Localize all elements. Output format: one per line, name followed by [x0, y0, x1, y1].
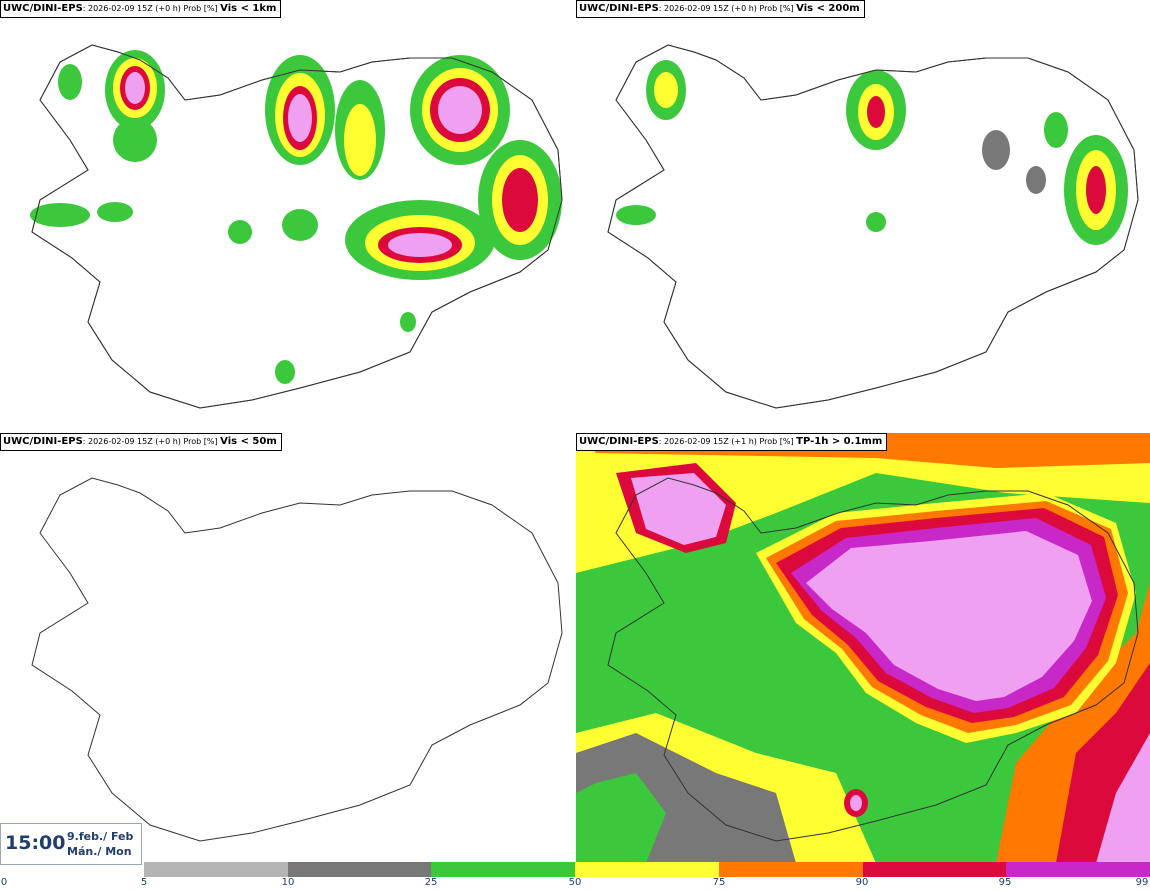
legend-ticks: 0 5 10 25 50 75 90 95 99 — [0, 877, 1150, 891]
map-panel-vis-200m: UWC/DINI-EPS: 2026-02-09 15Z (+0 h) Prob… — [576, 0, 1150, 430]
map-panel-vis-1km: UWC/DINI-EPS: 2026-02-09 15Z (+0 h) Prob… — [0, 0, 574, 430]
map-vis-50m — [31, 477, 563, 842]
legend-segment — [431, 862, 576, 877]
legend-tick: 5 — [140, 877, 148, 888]
map-tp1h — [576, 433, 1150, 863]
legend-tick: 10 — [281, 877, 295, 888]
legend-tick: 75 — [712, 877, 726, 888]
legend-tick: 99 — [1135, 877, 1149, 888]
legend-segment — [144, 862, 288, 877]
panel-title: UWC/DINI-EPS: 2026-02-09 15Z (+1 h) Prob… — [576, 433, 888, 451]
valid-weekday: Mán./ Mon — [67, 845, 132, 858]
probability-legend — [144, 862, 1150, 877]
legend-tick: 25 — [424, 877, 438, 888]
legend-segment — [287, 862, 432, 877]
panel-title: UWC/DINI-EPS: 2026-02-09 15Z (+0 h) Prob… — [0, 433, 282, 451]
legend-segment — [1006, 862, 1150, 877]
legend-tick: 90 — [855, 877, 869, 888]
valid-time-box: 15:00 9.feb./ Feb Mán./ Mon — [0, 823, 142, 865]
valid-time: 15:00 — [5, 832, 66, 854]
legend-tick: 0 — [0, 877, 8, 888]
legend-tick: 50 — [568, 877, 582, 888]
legend-segment — [718, 862, 863, 877]
valid-date: 9.feb./ Feb — [67, 830, 134, 843]
map-panel-vis-50m: UWC/DINI-EPS: 2026-02-09 15Z (+0 h) Prob… — [0, 433, 574, 863]
legend-segment — [862, 862, 1007, 877]
map-panel-tp1h: UWC/DINI-EPS: 2026-02-09 15Z (+1 h) Prob… — [576, 433, 1150, 863]
panel-title: UWC/DINI-EPS: 2026-02-09 15Z (+0 h) Prob… — [0, 0, 282, 18]
legend-segment — [575, 862, 719, 877]
map-vis-200m — [607, 44, 1139, 409]
map-vis-1km — [30, 44, 563, 409]
panel-title: UWC/DINI-EPS: 2026-02-09 15Z (+0 h) Prob… — [576, 0, 865, 18]
legend-tick: 95 — [998, 877, 1012, 888]
